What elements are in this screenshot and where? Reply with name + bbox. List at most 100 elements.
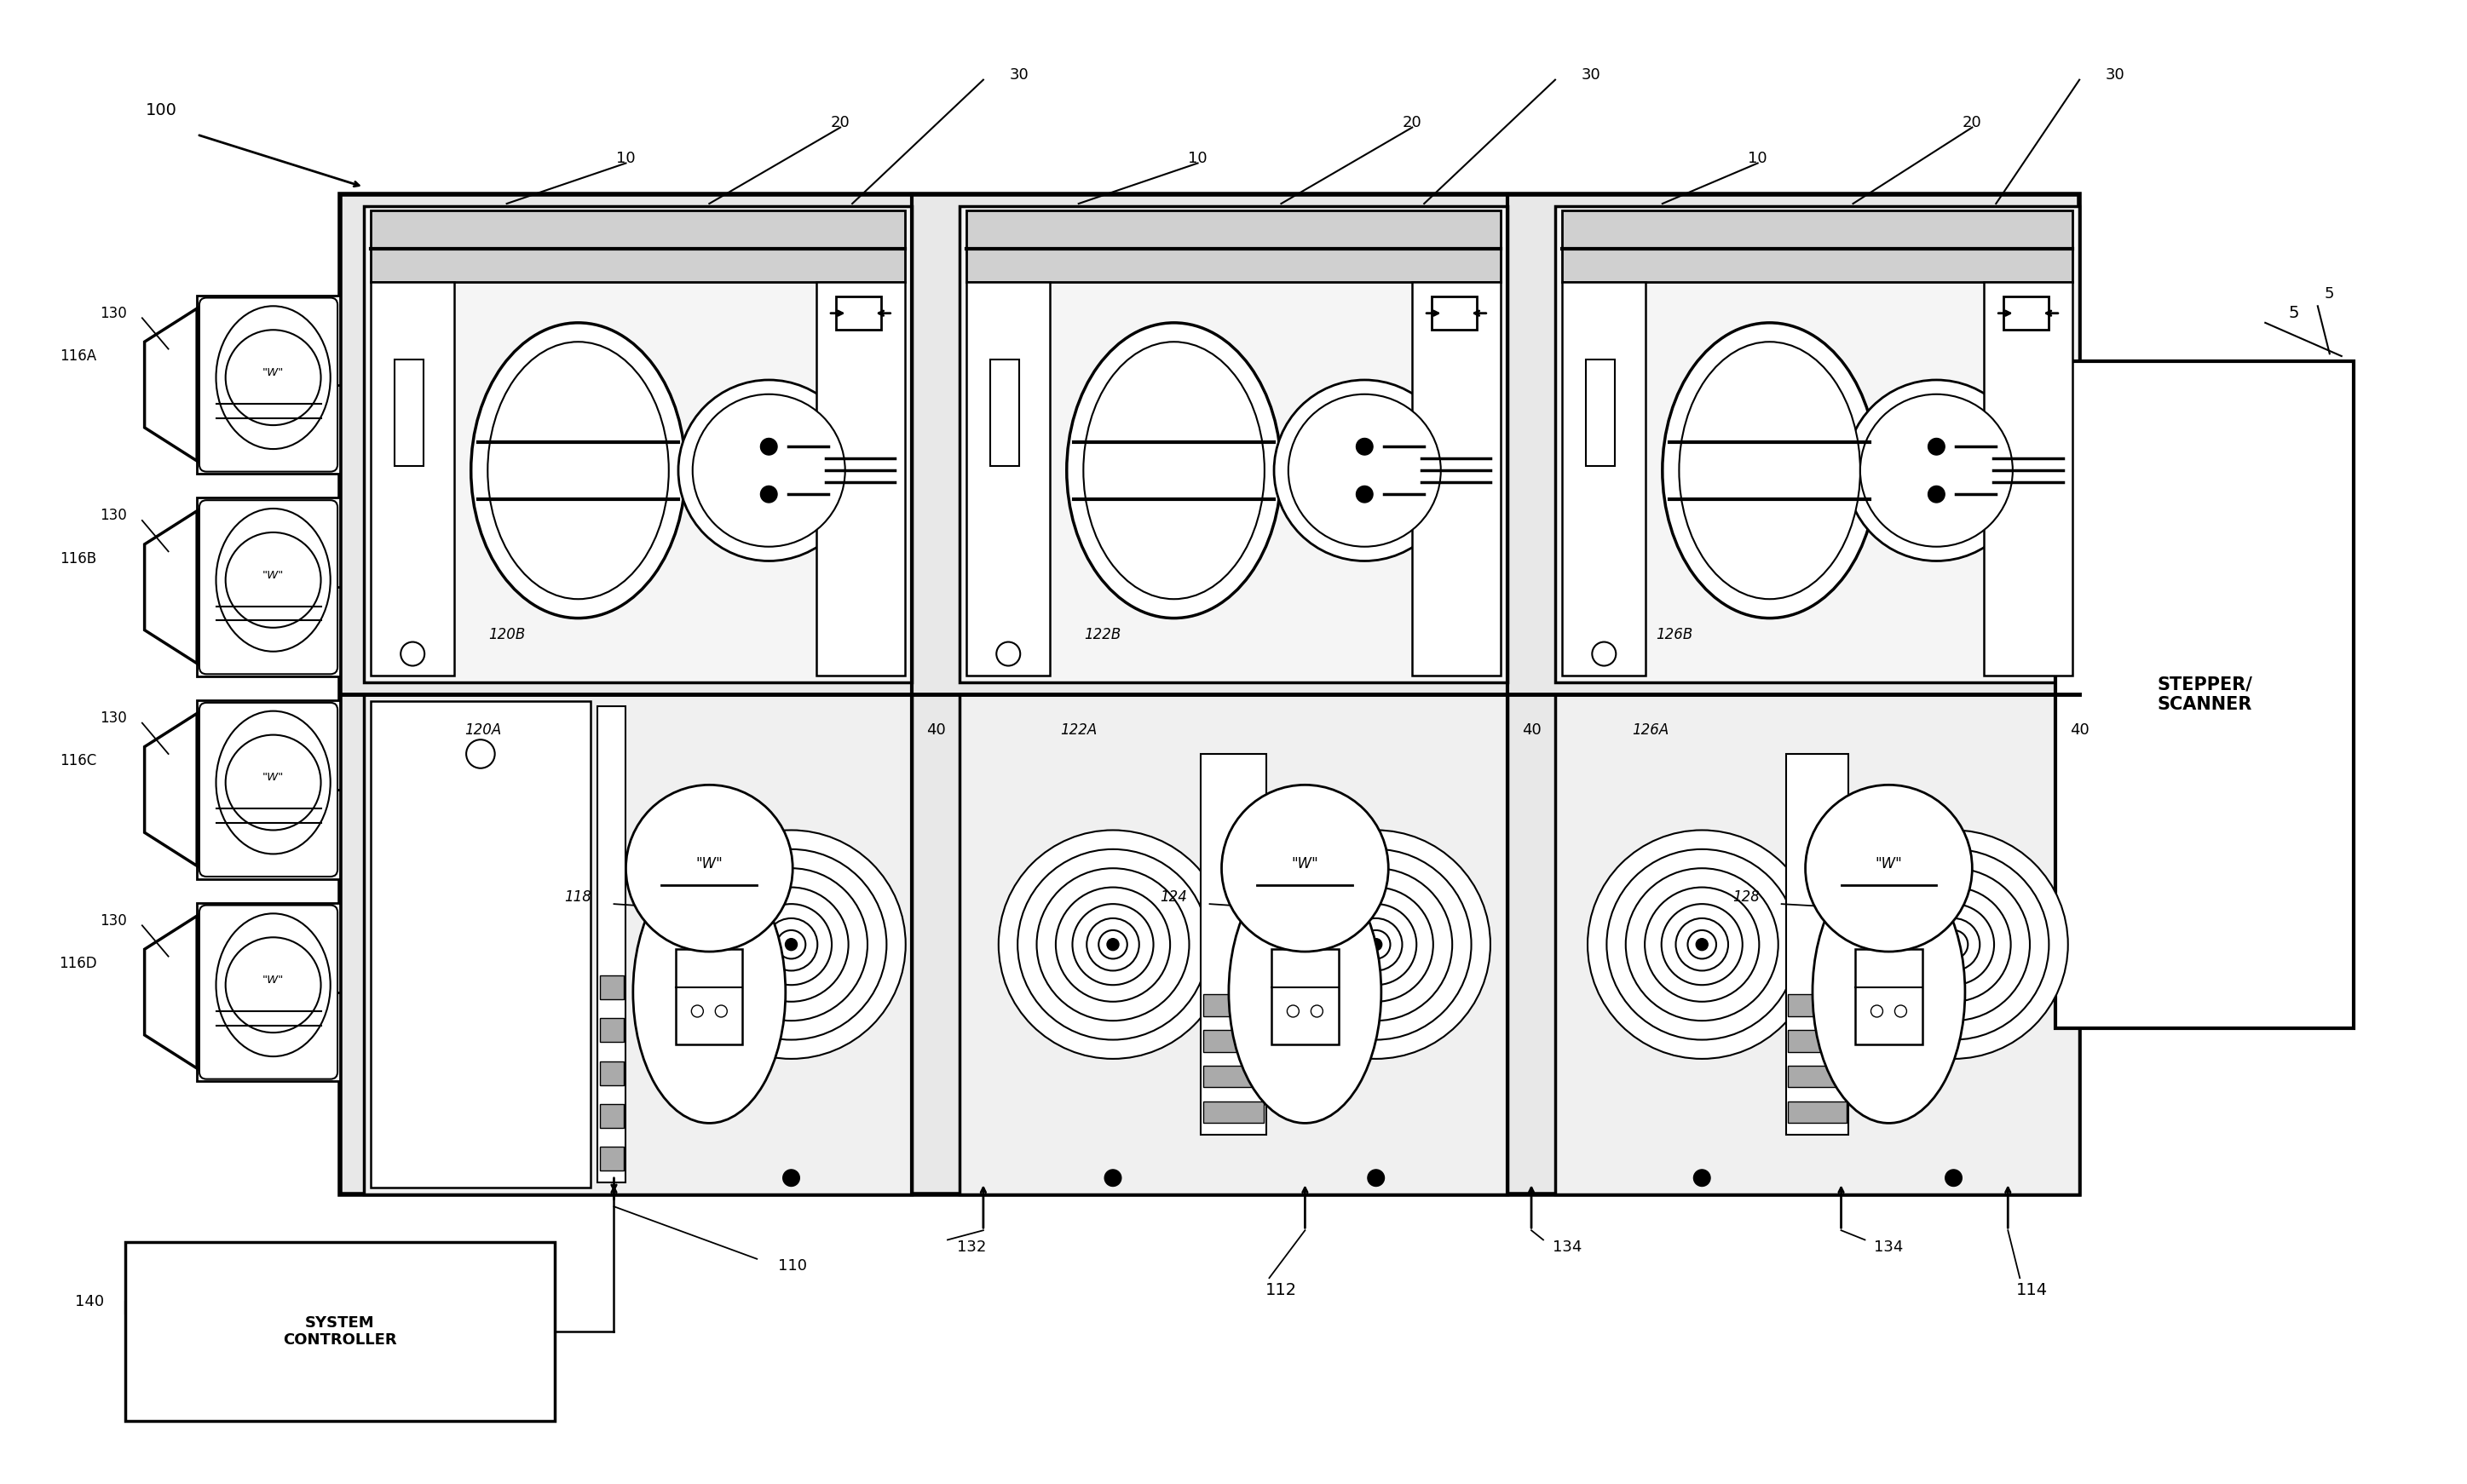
Circle shape xyxy=(1036,868,1189,1021)
Bar xyxy=(1411,282,1500,675)
Bar xyxy=(363,206,913,683)
Bar xyxy=(960,206,1507,683)
Bar xyxy=(599,1104,624,1128)
Bar xyxy=(363,695,913,1195)
Bar xyxy=(1789,1101,1845,1123)
Circle shape xyxy=(785,938,797,950)
Circle shape xyxy=(1589,830,1816,1058)
Bar xyxy=(817,282,905,675)
Circle shape xyxy=(691,1005,703,1017)
Text: 130: 130 xyxy=(101,913,128,929)
Text: 128: 128 xyxy=(1732,889,1759,905)
Text: 116B: 116B xyxy=(59,551,96,567)
Text: 116D: 116D xyxy=(59,956,96,971)
Circle shape xyxy=(1261,830,1490,1058)
Text: 116C: 116C xyxy=(59,754,96,769)
Circle shape xyxy=(1073,904,1155,985)
Text: 122B: 122B xyxy=(1083,628,1120,643)
Circle shape xyxy=(750,904,831,985)
Text: STEPPER/
SCANNER: STEPPER/ SCANNER xyxy=(2156,675,2252,712)
Circle shape xyxy=(760,438,777,456)
Ellipse shape xyxy=(634,861,785,1123)
Text: 112: 112 xyxy=(1266,1282,1298,1298)
Bar xyxy=(1431,297,1478,329)
Text: 130: 130 xyxy=(101,508,128,524)
Polygon shape xyxy=(146,309,197,462)
Text: 20: 20 xyxy=(1961,114,1981,131)
Ellipse shape xyxy=(1680,341,1860,600)
Circle shape xyxy=(1349,919,1401,971)
Text: 126B: 126B xyxy=(1655,628,1692,643)
Circle shape xyxy=(1897,887,2011,1002)
Bar xyxy=(197,700,340,879)
Circle shape xyxy=(1310,1005,1322,1017)
Bar xyxy=(599,975,624,999)
Text: 10: 10 xyxy=(1189,151,1206,166)
Text: SYSTEM
CONTROLLER: SYSTEM CONTROLLER xyxy=(284,1315,397,1347)
Ellipse shape xyxy=(217,914,331,1057)
FancyBboxPatch shape xyxy=(200,500,338,674)
Circle shape xyxy=(1288,395,1441,546)
Bar xyxy=(340,194,2080,1195)
Text: 100: 100 xyxy=(146,102,178,119)
Bar xyxy=(967,211,1500,282)
Circle shape xyxy=(1273,380,1456,561)
Text: "W": "W" xyxy=(262,570,284,580)
Text: 30: 30 xyxy=(2104,67,2124,83)
Polygon shape xyxy=(146,510,197,663)
Ellipse shape xyxy=(1229,861,1382,1123)
Bar xyxy=(1204,1066,1263,1088)
Circle shape xyxy=(765,919,817,971)
Text: 10: 10 xyxy=(1749,151,1766,166)
Text: 134: 134 xyxy=(1875,1239,1905,1254)
Bar xyxy=(370,702,590,1187)
Text: "W": "W" xyxy=(696,856,723,871)
Text: 20: 20 xyxy=(831,114,851,131)
Circle shape xyxy=(1367,1169,1384,1186)
Circle shape xyxy=(1369,938,1382,950)
Bar xyxy=(1201,754,1266,1135)
Circle shape xyxy=(1840,830,2067,1058)
Circle shape xyxy=(1288,1005,1300,1017)
FancyBboxPatch shape xyxy=(200,703,338,877)
Text: 132: 132 xyxy=(957,1239,987,1254)
Circle shape xyxy=(1335,904,1416,985)
FancyBboxPatch shape xyxy=(200,298,338,472)
Bar xyxy=(197,497,340,677)
Circle shape xyxy=(1946,1169,1961,1186)
Bar xyxy=(599,1147,624,1171)
Text: "W": "W" xyxy=(1875,856,1902,871)
Circle shape xyxy=(1088,919,1140,971)
Text: 5: 5 xyxy=(2289,306,2299,322)
Ellipse shape xyxy=(488,341,669,600)
Ellipse shape xyxy=(1663,322,1877,619)
Text: "W": "W" xyxy=(262,975,284,985)
Circle shape xyxy=(224,735,321,830)
Circle shape xyxy=(1098,930,1127,959)
Text: 40: 40 xyxy=(2070,723,2090,738)
Bar xyxy=(1562,282,1645,675)
Bar xyxy=(836,297,881,329)
Bar xyxy=(1562,211,2072,282)
Circle shape xyxy=(1877,868,2030,1021)
Ellipse shape xyxy=(217,509,331,651)
Bar xyxy=(370,211,905,282)
Circle shape xyxy=(715,1005,728,1017)
Circle shape xyxy=(1870,1005,1882,1017)
Text: 116A: 116A xyxy=(59,349,96,364)
Circle shape xyxy=(1300,868,1453,1021)
Circle shape xyxy=(1687,930,1717,959)
Circle shape xyxy=(1929,485,1944,503)
Bar xyxy=(1554,695,2080,1195)
Bar xyxy=(2003,297,2048,329)
Ellipse shape xyxy=(217,306,331,450)
Bar xyxy=(1789,994,1845,1017)
Text: 130: 130 xyxy=(101,306,128,321)
Bar xyxy=(597,706,627,1183)
Circle shape xyxy=(1606,849,1798,1040)
Bar xyxy=(967,282,1051,675)
Circle shape xyxy=(1912,904,1993,985)
Circle shape xyxy=(777,930,807,959)
Bar xyxy=(676,950,743,1045)
Circle shape xyxy=(1660,904,1742,985)
